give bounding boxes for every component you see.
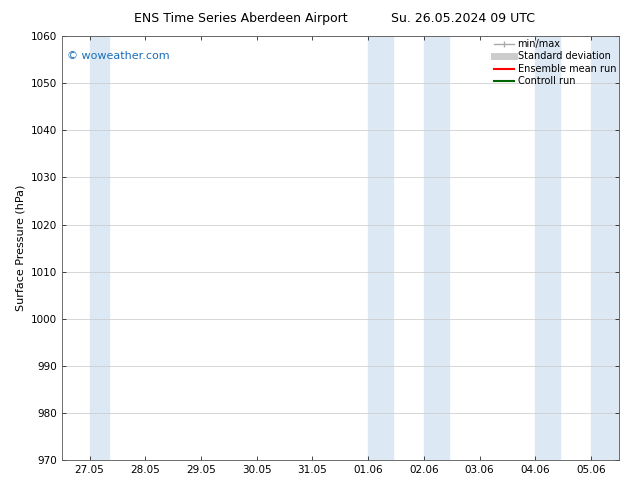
Text: ENS Time Series Aberdeen Airport: ENS Time Series Aberdeen Airport	[134, 12, 347, 25]
Bar	[89, 36, 109, 460]
Bar	[368, 36, 393, 460]
Text: © woweather.com: © woweather.com	[67, 51, 170, 61]
Y-axis label: Surface Pressure (hPa): Surface Pressure (hPa)	[15, 185, 25, 311]
Bar	[591, 36, 619, 460]
Legend: min/max, Standard deviation, Ensemble mean run, Controll run: min/max, Standard deviation, Ensemble me…	[495, 39, 616, 86]
Bar	[535, 36, 560, 460]
Bar	[424, 36, 449, 460]
Text: Su. 26.05.2024 09 UTC: Su. 26.05.2024 09 UTC	[391, 12, 535, 25]
